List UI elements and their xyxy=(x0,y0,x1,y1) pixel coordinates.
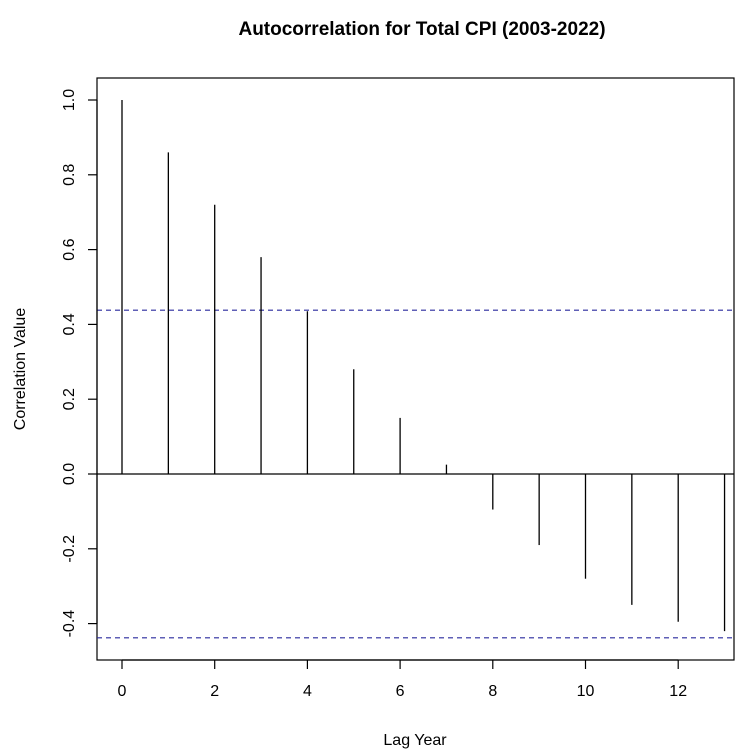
x-axis-label: Lag Year xyxy=(383,732,447,749)
chart-title: Autocorrelation for Total CPI (2003-2022… xyxy=(238,19,605,40)
x-axis-ticks: 0 2 4 6 8 10 12 xyxy=(118,659,687,700)
x-tick-label: 8 xyxy=(488,683,497,700)
x-tick-label: 2 xyxy=(210,683,219,700)
confidence-lines xyxy=(97,309,734,639)
y-axis-label: Correlation Value xyxy=(12,308,29,431)
y-tick-label: 0.0 xyxy=(61,463,78,485)
y-axis-ticks: -0.4 -0.2 0.0 0.2 0.4 0.6 0.8 1.0 xyxy=(61,89,98,638)
y-tick-label: 1.0 xyxy=(61,89,78,111)
y-tick-label: 0.2 xyxy=(61,388,78,410)
y-tick-label: -0.2 xyxy=(61,535,78,563)
x-tick-label: 0 xyxy=(118,683,127,700)
y-tick-label: 0.6 xyxy=(61,238,78,260)
y-tick-label: 0.8 xyxy=(61,164,78,186)
y-tick-label: -0.4 xyxy=(61,610,78,638)
x-tick-label: 12 xyxy=(669,683,687,700)
x-tick-label: 10 xyxy=(577,683,595,700)
plot-frame xyxy=(96,77,735,661)
x-tick-label: 4 xyxy=(303,683,312,700)
x-tick-label: 6 xyxy=(396,683,405,700)
y-tick-label: 0.4 xyxy=(61,313,78,335)
acf-spikes xyxy=(121,100,726,632)
